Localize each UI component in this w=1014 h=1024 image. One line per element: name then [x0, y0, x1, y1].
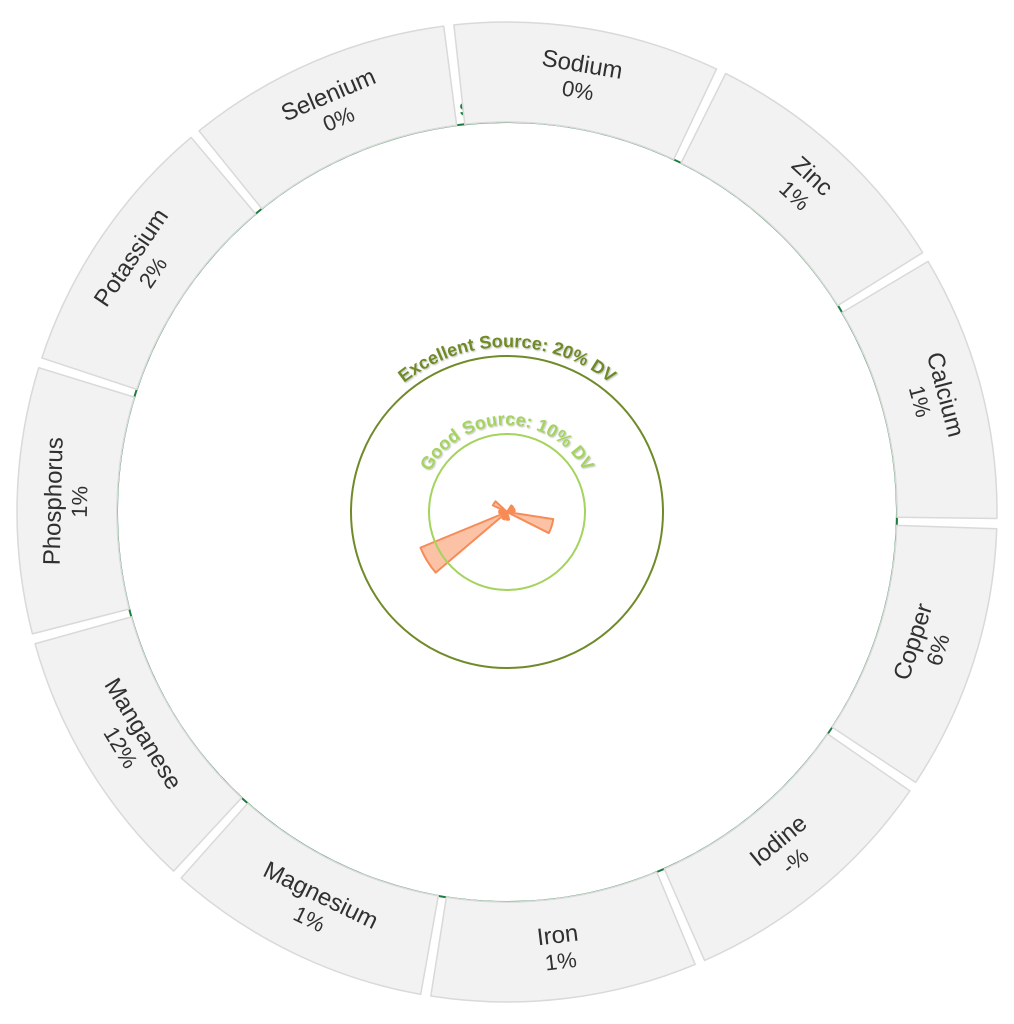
segment-name: Phosphorus: [39, 437, 69, 566]
chart-svg: Good Source: 10% DVExcellent Source: 20%…: [0, 0, 1014, 1024]
petal: [420, 512, 507, 573]
ring-label: Good Source: 10% DV: [416, 409, 598, 474]
segment-value: 0%: [560, 75, 596, 105]
segment-value: 1%: [543, 947, 578, 976]
petals: [420, 501, 553, 572]
segment-value: 1%: [67, 486, 93, 518]
mineral-radial-chart: Good Source: 10% DVExcellent Source: 20%…: [0, 0, 1014, 1024]
petal: [507, 512, 553, 533]
